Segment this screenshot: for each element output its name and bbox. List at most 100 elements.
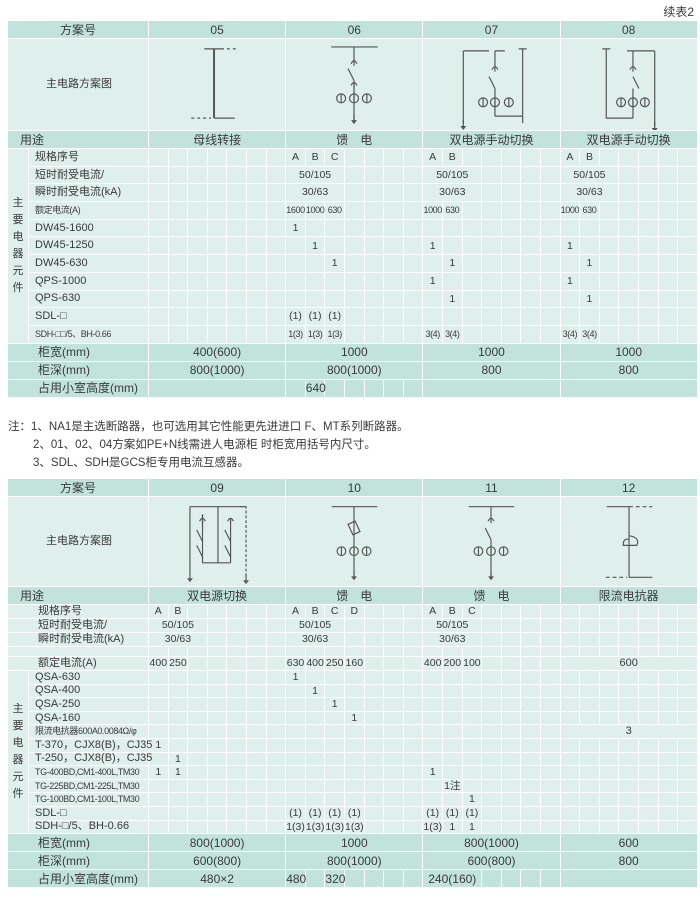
empty-cell — [618, 148, 639, 167]
empty-cell — [187, 324, 208, 344]
empty-cell — [481, 289, 502, 309]
usage-value: 双电源手动切换 — [422, 130, 561, 149]
empty-cell — [402, 710, 424, 726]
empty-cell — [363, 271, 385, 291]
row-label: QPS-630 — [27, 289, 150, 309]
empty-cell — [265, 670, 287, 685]
spec-value: A — [422, 604, 443, 619]
spec-row: DW45-1250 1 1 1 — [8, 236, 698, 256]
empty-cell — [520, 765, 541, 780]
empty-cell — [402, 724, 424, 739]
empty-cell — [579, 792, 600, 807]
empty-cell — [363, 765, 385, 780]
empty-cell — [402, 148, 424, 167]
scheme-table-1: 方案号 05 06 07 08 主电路方案图 用途 母线转接馈 电双电源手动切换 双电源手动切换… — [6, 20, 698, 398]
empty-cell — [618, 218, 639, 238]
spec-value: C — [324, 148, 345, 167]
row-label: 限流电抗器600A0.0084Ω/φ — [27, 724, 150, 739]
spec-value: A — [285, 148, 306, 167]
empty-cell — [265, 646, 287, 657]
empty-cell — [206, 646, 228, 657]
empty-cell — [539, 183, 561, 203]
empty-cell — [461, 670, 483, 685]
empty-cell — [441, 218, 463, 238]
row-label: QSA-250 — [27, 697, 150, 712]
empty-cell — [187, 710, 208, 726]
empty-cell — [245, 148, 267, 167]
empty-cell — [363, 378, 385, 398]
empty-cell — [520, 236, 541, 256]
empty-cell — [539, 218, 561, 238]
empty-cell — [461, 218, 483, 238]
empty-cell — [304, 670, 326, 685]
empty-cell — [422, 724, 443, 739]
empty-cell — [598, 683, 620, 699]
scheme-number-row: 方案号 09 10 11 12 — [6, 478, 698, 497]
empty-cell — [461, 324, 483, 344]
empty-cell — [206, 683, 228, 699]
diagram-label: 主电路方案图 — [6, 38, 150, 131]
spec-value — [285, 683, 306, 699]
spec-value: 3(4) — [559, 324, 581, 344]
empty-cell — [304, 646, 326, 657]
empty-cell — [637, 670, 659, 685]
spec-row: T-250，CJX8(B)，CJ35 1 — [8, 751, 698, 767]
empty-cell — [324, 792, 345, 807]
empty-cell — [559, 670, 581, 685]
spec-value: B — [304, 604, 326, 619]
spec-value — [285, 710, 306, 726]
empty-cell — [206, 778, 228, 794]
empty-cell — [265, 805, 287, 821]
empty-cell — [539, 805, 561, 821]
empty-cell — [187, 165, 208, 185]
empty-cell — [539, 697, 561, 712]
empty-cell — [677, 271, 698, 291]
empty-cell — [441, 271, 463, 291]
spec-value: 30/63 — [422, 183, 483, 203]
footer-row: 占用小室高度(mm) 640 — [6, 378, 698, 398]
empty-cell — [402, 236, 424, 256]
empty-cell — [618, 792, 639, 807]
spec-value — [422, 792, 443, 807]
row-label: DW45-1600 — [27, 218, 150, 238]
spec-value: 30/63 — [285, 183, 345, 203]
empty-cell — [245, 819, 267, 835]
empty-cell — [206, 289, 228, 309]
empty-cell — [500, 646, 522, 657]
empty-cell — [657, 254, 679, 273]
empty-cell — [598, 289, 620, 309]
spec-value: 1 — [422, 236, 443, 256]
row-label: SDH-□□/5、BH-0.66 — [27, 324, 150, 344]
circuit-diagram-05 — [148, 38, 287, 131]
usage-row: 用途 母线转接馈 电双电源手动切换 双电源手动切换 — [6, 130, 698, 149]
empty-cell — [343, 632, 365, 647]
empty-cell — [265, 618, 287, 633]
empty-cell — [500, 670, 522, 685]
spec-value: 160 — [343, 656, 365, 671]
empty-cell — [618, 201, 639, 220]
empty-cell — [677, 632, 698, 647]
footer-value: 800 — [559, 360, 698, 380]
spec-value — [285, 697, 306, 712]
empty-cell — [481, 254, 502, 273]
empty-cell — [206, 724, 228, 739]
empty-cell — [167, 254, 189, 273]
empty-cell — [579, 805, 600, 821]
footer-value: 480 — [285, 869, 307, 889]
row-label: QSA-630 — [27, 670, 150, 685]
footer-value — [422, 378, 561, 398]
empty-cell — [343, 683, 365, 699]
empty-cell — [500, 254, 522, 273]
empty-cell — [637, 148, 659, 167]
spec-value: 1 — [148, 765, 169, 780]
empty-cell — [402, 683, 424, 699]
empty-cell — [187, 778, 208, 794]
empty-cell — [481, 765, 502, 780]
spec-value — [559, 254, 581, 273]
empty-cell — [206, 765, 228, 780]
empty-cell — [598, 148, 620, 167]
empty-cell — [559, 737, 581, 753]
empty-cell — [598, 805, 620, 821]
empty-cell — [343, 869, 365, 889]
empty-cell — [383, 656, 404, 671]
